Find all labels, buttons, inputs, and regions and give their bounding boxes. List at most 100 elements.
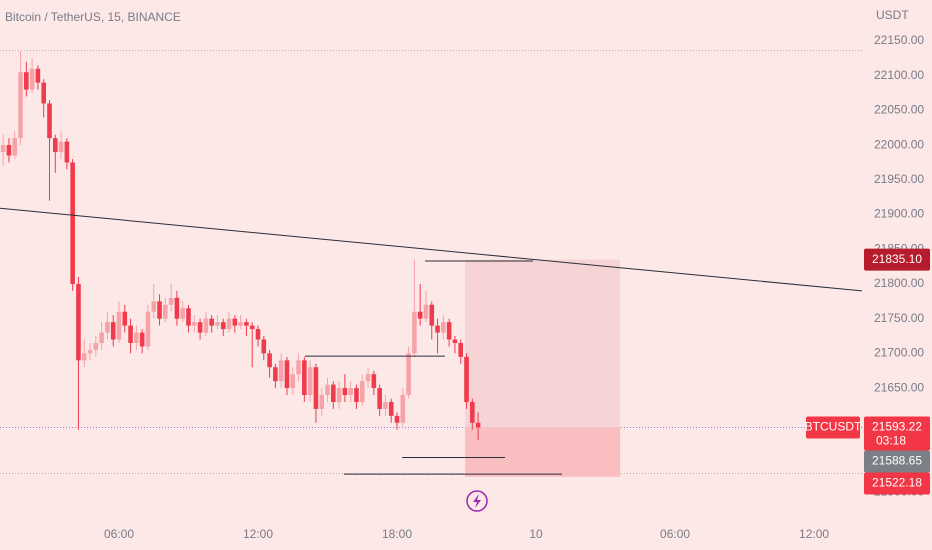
candle-body xyxy=(58,141,64,153)
candle-body xyxy=(307,367,313,396)
candle-body xyxy=(412,311,417,354)
candle-body xyxy=(128,325,133,343)
candle-body xyxy=(296,360,301,375)
candle-body xyxy=(220,322,226,330)
candle-body xyxy=(273,367,278,382)
y-tick-label: 22100.00 xyxy=(874,68,924,82)
candle-body xyxy=(458,342,464,357)
candle-body xyxy=(330,384,336,402)
candle-body xyxy=(99,332,104,343)
candle-body xyxy=(446,322,452,340)
price-label: 21588.65 xyxy=(872,454,922,468)
candle-body xyxy=(87,349,93,354)
candle-body xyxy=(278,360,284,382)
candle-body xyxy=(238,322,243,326)
candle-body xyxy=(139,332,145,347)
y-tick-label: 22000.00 xyxy=(874,137,924,151)
candle-body xyxy=(255,329,261,340)
candle-body xyxy=(470,401,475,423)
candle-body xyxy=(81,353,87,361)
candle-body xyxy=(348,388,353,396)
y-tick-label: 22150.00 xyxy=(874,33,924,47)
candle-body xyxy=(145,311,151,347)
candle-body xyxy=(394,415,400,423)
countdown: 03:18 xyxy=(876,434,906,448)
candle-body xyxy=(168,297,174,305)
y-tick-label: 22050.00 xyxy=(874,103,924,117)
candle-body xyxy=(209,318,214,326)
price-label-box xyxy=(864,472,930,495)
candle-body xyxy=(29,68,35,90)
candle-body xyxy=(12,138,18,156)
y-tick-label: 21950.00 xyxy=(874,172,924,186)
price-label-box xyxy=(864,416,930,451)
candle-body xyxy=(284,360,290,389)
candle-body xyxy=(215,322,220,326)
candle-body xyxy=(157,301,162,319)
candle-body xyxy=(267,353,272,368)
candle-body xyxy=(342,388,348,396)
candle-body xyxy=(76,283,81,361)
icon-ring xyxy=(466,490,488,512)
y-tick-label: 21650.00 xyxy=(874,380,924,394)
currency-label: USDT xyxy=(876,8,909,22)
candle-body xyxy=(400,395,406,423)
x-tick-label: 06:00 xyxy=(660,527,690,541)
candle-body xyxy=(244,322,249,326)
candle-body xyxy=(70,162,75,284)
candle-body xyxy=(417,311,423,319)
candle-body xyxy=(0,145,6,153)
candle-body xyxy=(105,322,110,333)
symbol-label: BTCUSDT xyxy=(805,420,862,434)
candle-body xyxy=(336,388,342,402)
candle-body xyxy=(226,318,232,330)
price-label-box xyxy=(864,248,930,271)
x-tick-label: 06:00 xyxy=(104,527,134,541)
candle-body xyxy=(232,318,238,326)
candle-body xyxy=(464,356,469,402)
candle-body xyxy=(203,318,209,333)
candle-body xyxy=(302,360,307,396)
candle-body xyxy=(475,422,481,428)
candle-body xyxy=(47,103,52,139)
candle-body xyxy=(319,395,325,409)
candle-body xyxy=(325,384,330,396)
candle-body xyxy=(134,332,139,343)
candle-body xyxy=(383,401,388,409)
replay-icon[interactable] xyxy=(466,490,488,512)
position-target-zone xyxy=(465,259,621,428)
candle-body xyxy=(110,322,116,340)
x-tick-label: 10 xyxy=(529,527,543,541)
candle-body xyxy=(116,311,122,340)
candle-body xyxy=(423,304,429,319)
candle-body xyxy=(174,297,180,319)
x-tick-label: 18:00 xyxy=(382,527,412,541)
candle-body xyxy=(6,145,12,156)
candle-body xyxy=(52,138,58,153)
candle-body xyxy=(354,388,359,402)
y-tick-label: 21700.00 xyxy=(874,346,924,360)
price-label-box xyxy=(864,450,930,473)
trendline xyxy=(0,207,863,292)
candle-body xyxy=(435,325,440,333)
candle-body xyxy=(441,322,446,333)
symbol-label-box xyxy=(806,416,860,439)
candle-body xyxy=(93,342,99,350)
candle-body xyxy=(35,68,41,83)
candle-body xyxy=(359,381,365,402)
candle-body xyxy=(406,353,411,396)
price-label: 21522.18 xyxy=(872,476,922,490)
y-tick-label: 21800.00 xyxy=(874,276,924,290)
candle-body xyxy=(24,72,29,90)
candle-body xyxy=(377,388,382,409)
icon-bolt xyxy=(473,494,481,508)
candle-body xyxy=(180,308,186,319)
price-label: 21835.10 xyxy=(872,252,922,266)
candle-body xyxy=(151,301,157,312)
price-label: 21593.22 xyxy=(872,420,922,434)
candle-body xyxy=(452,339,458,343)
y-tick-label: 21900.00 xyxy=(874,207,924,221)
candle-body xyxy=(290,374,296,389)
candle-body xyxy=(429,304,435,326)
